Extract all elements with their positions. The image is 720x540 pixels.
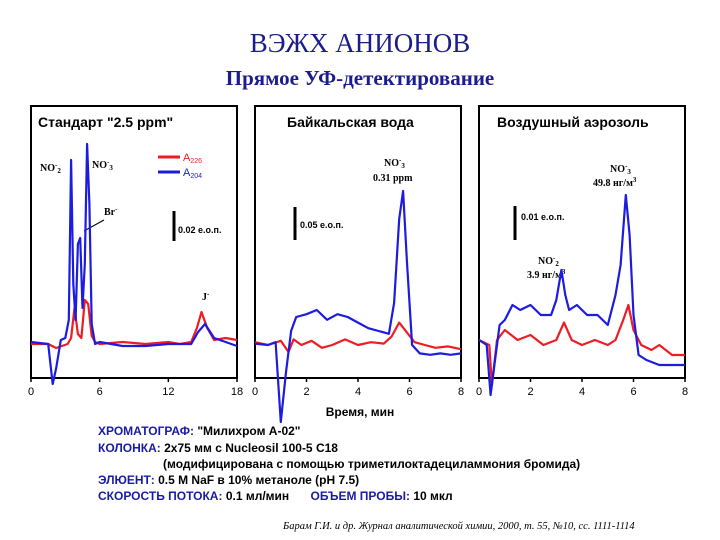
- series-line-a226: [254, 321, 462, 354]
- peak-label-no3: NO-3: [384, 156, 405, 170]
- panel-title: Стандарт "2.5 ppm": [38, 114, 173, 130]
- page-title: ВЭЖХ АНИОНОВ: [249, 28, 471, 58]
- scale-bar-label: 0.01 е.о.п.: [521, 212, 564, 222]
- peak-label-no3: NO-3: [610, 162, 631, 176]
- x-tick-label: 4: [579, 386, 585, 398]
- page-subtitle: Прямое УФ-детектирование: [225, 66, 495, 90]
- x-tick-label: 12: [162, 386, 174, 398]
- panel-air-aerosol: Воздушный аэрозоль 0.01 е.о.п. NO-3 49.8…: [478, 105, 686, 397]
- panel-frame: [478, 105, 686, 379]
- peak-label-br: Br-: [104, 205, 118, 218]
- x-tick-label: 2: [303, 386, 309, 398]
- scale-bar-label: 0.05 е.о.п.: [300, 220, 343, 230]
- info-modification: (модифицирована с помощью триметилоктаде…: [163, 457, 581, 471]
- panel-frame: [30, 105, 238, 379]
- x-tick-label: 18: [231, 386, 243, 398]
- peak-label-no3-value: 49.8 нг/м3: [593, 176, 637, 189]
- peak-arrow-br: [83, 219, 105, 232]
- x-tick-label: 0: [252, 386, 258, 398]
- x-tick-label: 6: [406, 386, 412, 398]
- x-tick-label: 6: [97, 386, 103, 398]
- peak-label-no2: NO-2: [538, 254, 559, 268]
- panel-title: Воздушный аэрозоль: [497, 114, 649, 130]
- x-axis-ticks: 0 6 12 18 0 2 4 6 8 0 2 4 6 8: [28, 378, 688, 398]
- series-line-a204: [254, 189, 462, 424]
- panel-standard: Стандарт "2.5 ppm" A226 A204 0.02 е.о.п.…: [30, 105, 238, 386]
- peak-label-no2-value: 3.9 нг/м3: [527, 268, 566, 281]
- info-column: КОЛОНКА: 2x75 мм с Nucleosil 100-5 C18: [98, 441, 338, 455]
- series-line-a204: [30, 142, 238, 386]
- x-tick-label: 8: [682, 386, 688, 398]
- x-tick-label: 6: [630, 386, 636, 398]
- panel-title: Байкальская вода: [287, 114, 414, 130]
- peak-label-i: J-: [202, 290, 210, 303]
- x-tick-label: 8: [458, 386, 464, 398]
- info-eluent: ЭЛЮЕНТ: 0.5 M NaF в 10% метаноле (pH 7.5…: [98, 473, 360, 487]
- peak-label-no3: NO-3: [92, 158, 113, 172]
- citation: Барам Г.И. и др. Журнал аналитической хи…: [283, 521, 635, 532]
- x-tick-label: 4: [355, 386, 361, 398]
- series-line-a204: [478, 193, 685, 397]
- x-tick-label: 0: [28, 386, 34, 398]
- peak-label-no2: NO-2: [40, 161, 61, 175]
- series-line-a226: [478, 303, 685, 387]
- x-tick-label: 0: [476, 386, 482, 398]
- panel-frame: [254, 105, 462, 379]
- info-chromatograph: ХРОМАТОГРАФ: "Милихром А-02": [98, 424, 301, 438]
- legend-label-a226: A226: [183, 152, 202, 165]
- info-flow-volume: СКОРОСТЬ ПОТОКА: 0.1 мл/мин ОБЪЕМ ПРОБЫ:…: [98, 489, 453, 503]
- x-tick-label: 2: [527, 386, 533, 398]
- peak-label-no3-value: 0.31 ppm: [373, 173, 413, 184]
- panel-baikal-water: Байкальская вода 0.05 е.о.п. NO-3 0.31 p…: [254, 105, 462, 424]
- scale-bar-label: 0.02 е.о.п.: [178, 225, 221, 235]
- legend-label-a204: A204: [183, 167, 202, 180]
- x-axis-label: Время, мин: [326, 405, 395, 419]
